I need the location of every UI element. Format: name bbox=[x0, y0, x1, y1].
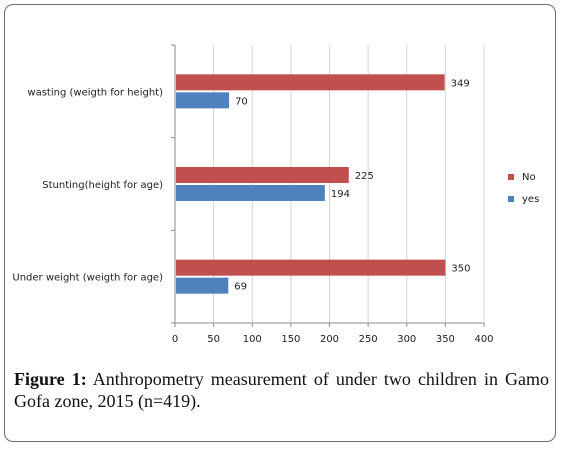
x-tick-label: 350 bbox=[436, 334, 455, 345]
x-tick-label: 50 bbox=[207, 334, 220, 345]
x-tick-label: 400 bbox=[474, 334, 493, 345]
x-tick-label: 150 bbox=[281, 334, 300, 345]
bar-no bbox=[176, 74, 445, 91]
x-tick-label: 100 bbox=[243, 334, 262, 345]
bar-yes bbox=[176, 92, 230, 109]
legend-swatch-yes bbox=[508, 196, 514, 202]
data-label: 349 bbox=[451, 78, 470, 89]
data-label: 350 bbox=[451, 264, 470, 275]
caption-label: Figure 1: bbox=[14, 369, 87, 389]
x-tick-label: 0 bbox=[172, 334, 178, 345]
legend-label-no: No bbox=[522, 172, 536, 183]
figure-caption: Figure 1: Anthropometry measurement of u… bbox=[14, 368, 549, 412]
x-tick-label: 250 bbox=[359, 334, 378, 345]
category-label: Stunting(height for age) bbox=[42, 180, 163, 191]
data-label: 225 bbox=[355, 171, 374, 182]
bar-no bbox=[176, 259, 446, 276]
category-label: Under weight (weigth for age) bbox=[12, 273, 163, 284]
legend-label-yes: yes bbox=[522, 194, 539, 205]
data-label: 70 bbox=[235, 96, 248, 107]
data-label: 69 bbox=[234, 282, 247, 293]
bar-chart: 0 50 100 150 200 250 300 350 400 wasting (weigth … bbox=[12, 44, 539, 345]
category-label: wasting (weigth for height) bbox=[27, 87, 163, 98]
bar-no bbox=[176, 167, 349, 183]
x-tick-label: 300 bbox=[397, 334, 416, 345]
x-tick-label: 200 bbox=[320, 334, 339, 345]
legend-swatch-no bbox=[508, 174, 514, 180]
data-label: 194 bbox=[331, 189, 350, 200]
caption-text: Anthropometry measurement of under two c… bbox=[14, 369, 550, 411]
bar-yes bbox=[176, 277, 229, 294]
bar-yes bbox=[176, 185, 325, 201]
figure-frame bbox=[4, 4, 556, 442]
